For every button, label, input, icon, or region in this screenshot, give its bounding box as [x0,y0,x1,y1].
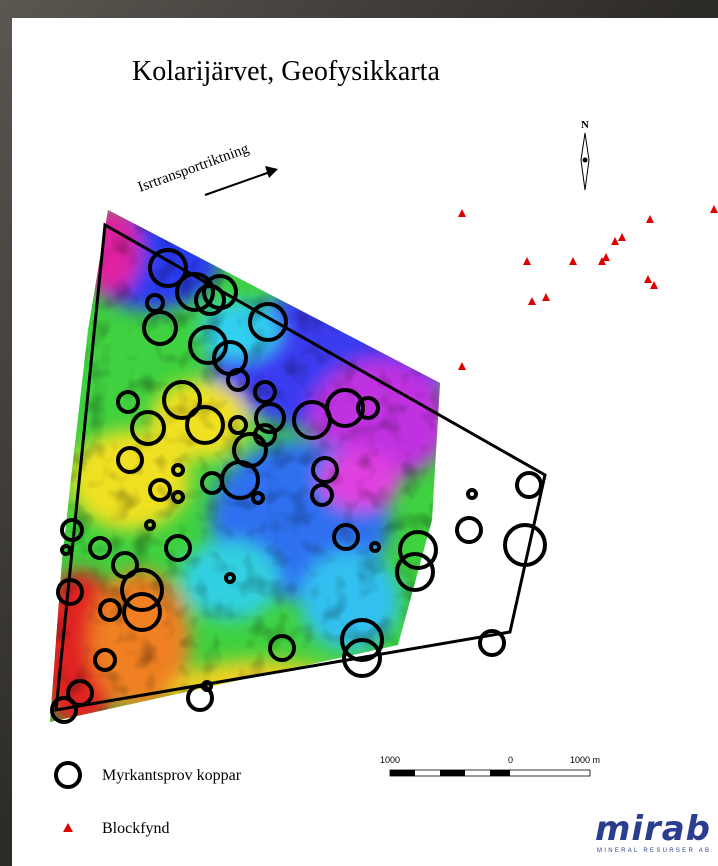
survey-outline [54,222,547,712]
scale-segment [490,770,510,776]
block-find [646,215,654,223]
title: Kolarijärvet, Geofysikkarta [132,56,440,87]
logo-subtitle: MINERAL RESURSER AB [597,848,709,854]
block-find [528,297,536,305]
sample-circle [56,578,84,606]
sample-circle [332,523,360,551]
sample-circle [122,592,162,632]
logo: mirab MINERAL RESURSER AB [595,809,710,854]
sample-circle [466,488,478,500]
sample-circle [248,302,288,342]
direction-arrow [204,171,271,196]
sample-circle [268,634,296,662]
legend-label: Myrkantsprov koppar [102,767,242,784]
sample-circle [88,536,112,560]
sample-circle [145,293,165,313]
sample-circle [310,483,334,507]
sample-circle [515,471,543,499]
block-find [458,362,466,370]
legend-triangle [63,823,73,832]
sample-circle [120,568,164,612]
block-find [710,205,718,213]
block-find [523,257,531,265]
sample-circle [171,490,185,504]
sample-circle [98,598,122,622]
sample-circle [503,523,547,567]
sample-circle [186,684,214,712]
sample-circle [228,415,248,435]
sample-circle [224,572,236,584]
sample-circle [311,456,339,484]
sample-circle [200,471,224,495]
sample-circle [253,380,277,404]
sample-circle [60,518,84,542]
sample-circle [398,530,438,570]
sample-circle [148,478,172,502]
sample-circle [162,380,202,420]
sample-circle [66,679,94,707]
sample-circle [171,463,185,477]
sample-circle [164,534,192,562]
sample-circle [340,618,384,662]
scale-segment [440,770,465,776]
sample-circle [356,396,380,420]
sample-circle [144,519,156,531]
sample-circle [342,638,382,678]
sample-circle [226,368,250,392]
sample-circle [175,272,215,312]
block-find [569,257,577,265]
sample-circle [60,544,72,556]
block-find [650,281,658,289]
sample-circle [148,248,188,288]
block-find [644,275,652,283]
legend-circle [54,761,82,789]
block-finds [458,205,718,370]
sample-circle [50,696,78,724]
sample-circle [369,541,381,553]
block-find [618,233,626,241]
scale-label: 1000 [380,755,400,765]
sample-circle [254,402,286,434]
sample-circle [142,310,178,346]
copper-samples [50,248,547,724]
scale-segment [390,770,415,776]
sample-circle [185,405,225,445]
north-dot [582,157,588,163]
sample-circle [116,390,140,414]
scale-bar: 1000 0 1000 m [380,755,600,777]
scale-label: 0 [508,755,513,765]
sample-circle [455,516,483,544]
sample-circle [325,388,365,428]
sample-circle [251,491,265,505]
sample-circle [395,552,435,592]
sample-circle [194,284,226,316]
sample-circle [188,325,228,365]
sample-circle [201,680,213,692]
logo-name: mirab [595,809,710,849]
sample-circle [478,629,506,657]
legend-label: Blockfynd [102,820,170,837]
north-label: N [581,119,589,131]
block-find [602,253,610,261]
sample-circle [130,410,166,446]
sample-circle [116,446,144,474]
sample-circle [93,648,117,672]
block-find [542,293,550,301]
block-find [611,237,619,245]
direction-arrowhead [265,166,278,178]
block-find [458,209,466,217]
scale-label: 1000 m [570,755,600,765]
